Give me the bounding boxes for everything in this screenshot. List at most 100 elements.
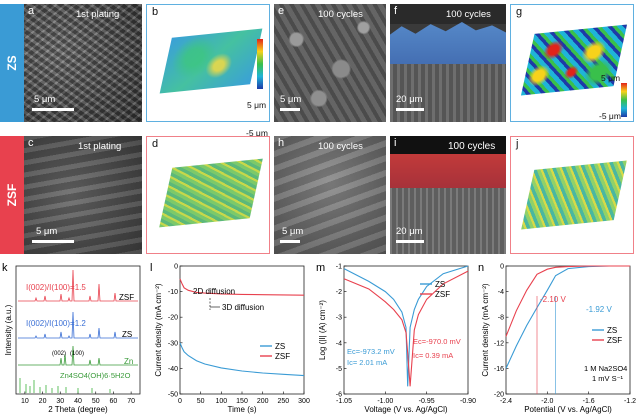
panel-m-xtick-label: -1.05 bbox=[336, 398, 352, 405]
panel-n-ytick-label: -16 bbox=[494, 366, 504, 373]
panel-k-ylabel: Intensity (a.u.) bbox=[4, 304, 13, 355]
panel-m-series-zs bbox=[343, 265, 469, 387]
panel-l-xtick-label: 50 bbox=[197, 398, 205, 405]
panel-l-ytick-label: 0 bbox=[174, 264, 178, 271]
panel-l-ylabel: Current density (mA cm⁻²) bbox=[154, 283, 163, 376]
panel-a-scale-bar bbox=[32, 108, 74, 111]
panel-f-scale-label: 20 μm bbox=[396, 94, 423, 105]
panel-l-ytick-label: -50 bbox=[168, 392, 178, 399]
panel-k-reference-sticks bbox=[19, 378, 111, 393]
panel-i-dark-top bbox=[390, 136, 506, 154]
panel-h-scale-label: 5 μm bbox=[282, 226, 304, 237]
panel-n-cond1: 1 M Na2SO4 bbox=[584, 364, 627, 373]
panel-m-ec-zsf: Ec=-970.0 mV bbox=[413, 337, 461, 346]
panel-m-ic-zs: Ic= 2.01 mA bbox=[347, 358, 387, 367]
panel-l-xtick-label: 150 bbox=[236, 398, 248, 405]
panel-l-legend-label-zs: ZS bbox=[275, 342, 285, 351]
panel-c-scale-label: 5 μm bbox=[36, 226, 58, 237]
panel-n-cond2: 1 mV S⁻¹ bbox=[592, 374, 624, 383]
panel-i-scale-label: 20 μm bbox=[396, 226, 423, 237]
panel-f-top-region bbox=[390, 4, 506, 24]
panel-l-ytick-label: -40 bbox=[168, 366, 178, 373]
panel-i-cross-section: i 100 cycles 20 μm bbox=[390, 136, 506, 254]
panel-n-letter: n bbox=[478, 262, 484, 274]
panel-m-ytick-label: -3 bbox=[336, 315, 342, 322]
panel-b-colorbar bbox=[257, 39, 263, 89]
panel-m-xtick-label: -1.00 bbox=[377, 398, 393, 405]
panel-f-cross-section: f 100 cycles 20 μm bbox=[390, 4, 506, 122]
panel-k-label-ref: Zn4SO4(OH)6·5H2O bbox=[60, 371, 131, 380]
panel-b-surface bbox=[159, 28, 263, 94]
panel-h-caption: 100 cycles bbox=[318, 141, 363, 152]
panel-n-ytick-label: 0 bbox=[500, 264, 504, 271]
panel-c-scale-bar bbox=[32, 240, 74, 243]
panel-m-xtick-label: -0.95 bbox=[419, 398, 435, 405]
panel-k-ratio-zsf: I(002)/I(100)=1.5 bbox=[26, 283, 86, 292]
panel-l-chronoamperometry: l Current density (mA cm⁻²) Time (s) 0 50… bbox=[150, 262, 310, 414]
panel-m-legend-label-zs: ZS bbox=[435, 280, 445, 289]
panel-l-ytick-label: -20 bbox=[168, 315, 178, 322]
panel-l-series-zsf bbox=[179, 278, 305, 296]
panel-m-series-zsf bbox=[343, 270, 469, 387]
panel-l-ann-2d: 2D diffusion bbox=[193, 287, 235, 296]
panel-m-ytick-label: -5 bbox=[336, 366, 342, 373]
panel-k-xtick-label: 30 bbox=[56, 398, 64, 405]
panel-l-xtick-label: 200 bbox=[257, 398, 269, 405]
panel-d-surface bbox=[159, 158, 263, 228]
panel-n-xtick-label: -1.2 bbox=[624, 398, 636, 405]
panel-k-xtick-label: 10 bbox=[21, 398, 29, 405]
panel-g-3d-topography: g 5 μm -5 μm bbox=[510, 4, 634, 122]
panel-k-label-zsf: ZSF bbox=[119, 293, 134, 302]
panel-h-letter: h bbox=[278, 137, 285, 149]
panel-n-ytick-label: -20 bbox=[494, 392, 504, 399]
panel-f-dendrite-layer bbox=[390, 22, 506, 64]
panel-d-3d-topography: d bbox=[146, 136, 270, 254]
panel-m-tafel: m Log (|I| (A) cm⁻²) Voltage (V vs. Ag/A… bbox=[316, 262, 476, 414]
bottom-plots: k Intensity (a.u.) 2 Theta (degree) 10 20… bbox=[2, 262, 636, 414]
panel-j-letter: j bbox=[516, 138, 519, 150]
panel-l-xtick-label: 250 bbox=[277, 398, 289, 405]
panel-l-ytick-label: -10 bbox=[168, 289, 178, 296]
panel-c-sem-image: c 1st plating 5 μm bbox=[24, 136, 142, 254]
panel-e-scale-bar bbox=[280, 108, 300, 111]
panel-l-series-zs bbox=[179, 342, 305, 377]
panel-m-xtick-label: -0.90 bbox=[460, 398, 476, 405]
panel-f-caption: 100 cycles bbox=[446, 9, 491, 20]
panel-e-letter: e bbox=[278, 5, 285, 17]
panel-l-letter: l bbox=[150, 262, 152, 274]
panel-m-ytick-label: -1 bbox=[336, 264, 342, 271]
panel-m-ytick-label: -6 bbox=[336, 392, 342, 399]
panel-f-substrate bbox=[390, 64, 506, 122]
panel-k-label-zn: Zn bbox=[124, 357, 133, 366]
panel-j-3d-topography: j bbox=[510, 136, 634, 254]
panel-k-xticks: 10 20 30 40 50 60 70 bbox=[21, 391, 135, 405]
panel-i-scale-bar bbox=[396, 240, 424, 243]
panel-h-sem-image: h 100 cycles 5 μm bbox=[274, 136, 386, 254]
zsf-sidebar-label: ZSF bbox=[5, 183, 19, 207]
panel-n-series-zsf bbox=[505, 265, 630, 337]
panel-g-letter: g bbox=[516, 6, 523, 18]
panel-k-xtick-label: 70 bbox=[127, 398, 135, 405]
zs-sidebar-label: ZS bbox=[5, 55, 19, 71]
panel-m-frame bbox=[343, 265, 469, 395]
panel-m-ec-zs: Ec=-973.2 mV bbox=[347, 347, 395, 356]
panel-f-scale-bar bbox=[396, 108, 424, 111]
panel-n-legend-label-zsf: ZSF bbox=[607, 336, 622, 345]
panel-i-letter: i bbox=[394, 137, 397, 149]
panel-h-scale-bar bbox=[280, 240, 300, 243]
panel-l-ann-3d: 3D diffusion bbox=[222, 303, 264, 312]
panel-b-letter: b bbox=[152, 6, 159, 18]
panel-i-caption: 100 cycles bbox=[448, 141, 496, 152]
panel-b-3d-topography: b bbox=[146, 4, 270, 122]
panel-k-xtick-label: 60 bbox=[110, 398, 118, 405]
panel-m-xlabel: Voltage (V vs. Ag/AgCl) bbox=[364, 405, 447, 414]
panel-k-zs-pattern bbox=[18, 311, 138, 339]
panel-i-deposit-layer bbox=[390, 154, 506, 188]
panel-n-ytick-label: -4 bbox=[498, 289, 504, 296]
zs-sidebar: ZS bbox=[0, 4, 24, 122]
panel-n-frame bbox=[505, 265, 631, 395]
panel-l-xtick-label: 100 bbox=[215, 398, 227, 405]
panel-g-colorbar-top: 5 μm bbox=[601, 73, 621, 83]
panel-n-xtick-label: -2.4 bbox=[500, 398, 512, 405]
panel-l-xtick-label: 300 bbox=[298, 398, 310, 405]
